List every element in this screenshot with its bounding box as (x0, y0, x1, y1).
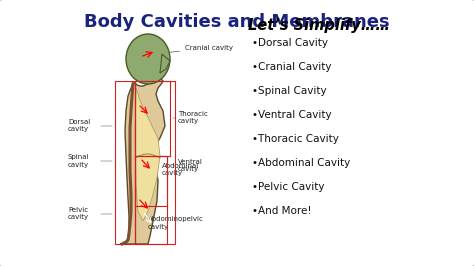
Text: Dorsal
cavity: Dorsal cavity (68, 119, 90, 132)
Text: Thoracic
cavity: Thoracic cavity (178, 111, 208, 124)
Text: •Dorsal Cavity: •Dorsal Cavity (252, 38, 328, 48)
Text: •Pelvic Cavity: •Pelvic Cavity (252, 182, 325, 192)
Text: •Thoracic Cavity: •Thoracic Cavity (252, 134, 339, 144)
Text: •Abdominal Cavity: •Abdominal Cavity (252, 158, 350, 168)
Ellipse shape (126, 34, 170, 84)
Bar (135, 156, 167, 206)
Polygon shape (120, 76, 165, 244)
Bar (135, 81, 170, 156)
Text: Body Cavities and Membranes: Body Cavities and Membranes (84, 13, 390, 31)
Bar (135, 81, 175, 244)
Text: Cranial cavity: Cranial cavity (166, 45, 233, 53)
Text: •Spinal Cavity: •Spinal Cavity (252, 86, 327, 96)
Bar (115, 81, 135, 244)
Text: •Cranial Cavity: •Cranial Cavity (252, 62, 331, 72)
Bar (135, 156, 167, 244)
Text: •And More!: •And More! (252, 206, 311, 216)
Polygon shape (160, 54, 170, 73)
Text: Abdominal
cavity: Abdominal cavity (162, 163, 199, 176)
Text: Abdominopelvic
cavity: Abdominopelvic cavity (148, 217, 204, 230)
Text: Pelvic
cavity: Pelvic cavity (68, 207, 89, 221)
Text: Let’s Simplify……: Let’s Simplify…… (248, 18, 390, 33)
Text: Ventral
cavity: Ventral cavity (178, 160, 203, 172)
Text: •Ventral Cavity: •Ventral Cavity (252, 110, 332, 120)
Text: Spinal
cavity: Spinal cavity (68, 155, 90, 168)
Polygon shape (135, 88, 160, 221)
